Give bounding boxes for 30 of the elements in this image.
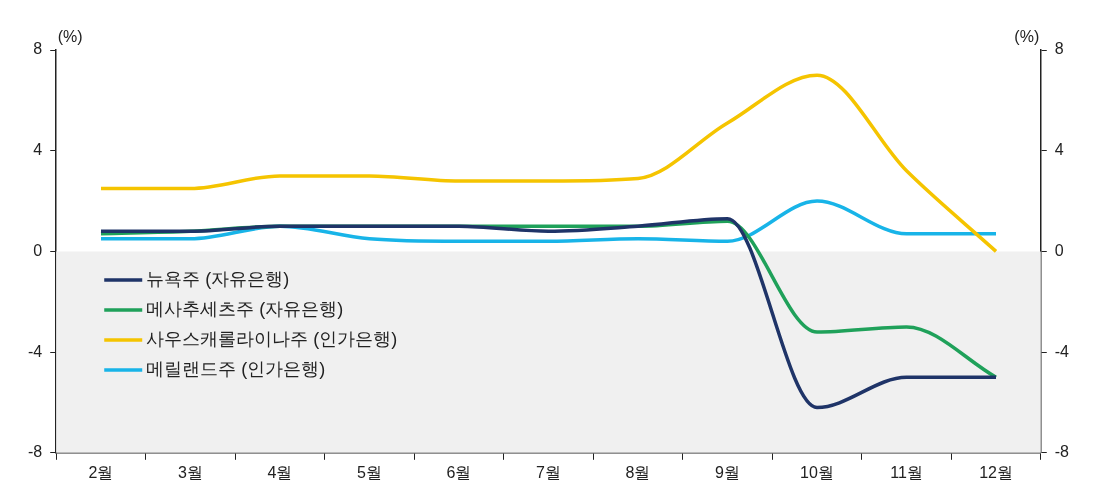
- legend-label: 뉴욕주 (자유은행): [146, 268, 290, 289]
- x-tick-label: 5월: [357, 463, 382, 481]
- x-tick-label: 10월: [800, 463, 834, 481]
- legend-label: 사우스캐롤라이나주 (인가은행): [146, 328, 398, 349]
- y-tick-label: 4: [33, 141, 43, 159]
- x-tick-label: 9월: [715, 463, 740, 481]
- y2-tick-label: -8: [1054, 443, 1070, 461]
- y2-tick-label: 8: [1054, 40, 1064, 58]
- x-tick-label: 7월: [536, 463, 561, 481]
- y-tick-label: 8: [33, 40, 43, 58]
- legend-label: 메사추세츠주 (자유은행): [146, 298, 344, 319]
- line-series: [99, 216, 998, 410]
- x-tick-label: 12월: [979, 463, 1013, 481]
- y-tick-label: -4: [27, 342, 43, 360]
- y2-tick-label: 0: [1054, 241, 1064, 259]
- legend-label: 메릴랜드주 (인가은행): [146, 358, 326, 379]
- x-tick-label: 8월: [625, 463, 651, 481]
- x-tick-label: 2월: [88, 463, 114, 481]
- x-tick-label: 4월: [267, 463, 293, 481]
- y2-axis-title: (%): [1014, 28, 1040, 46]
- line-series: [99, 199, 998, 244]
- y2-tick-label: -4: [1054, 342, 1070, 360]
- x-tick-label: 11월: [890, 463, 923, 481]
- y2-tick-label: 4: [1054, 141, 1064, 159]
- line-series: [99, 73, 998, 254]
- y-axis-title: (%): [57, 28, 83, 46]
- x-tick-label: 3월: [178, 463, 203, 481]
- x-tick-label: 6월: [446, 463, 472, 481]
- y-tick-label: 0: [33, 241, 43, 259]
- y-tick-label: -8: [27, 443, 43, 461]
